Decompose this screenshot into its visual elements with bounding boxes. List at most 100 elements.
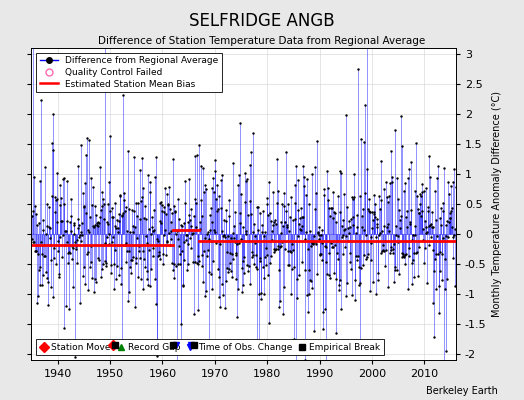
Point [198, 263, 206, 270]
Point [117, 264, 125, 271]
Point [255, 345, 264, 351]
Point [184, 212, 193, 218]
Point [259, 208, 267, 214]
Point [434, 163, 442, 170]
Point [390, 264, 399, 270]
Point [288, 240, 296, 247]
Point [160, 209, 168, 215]
Point [290, 200, 299, 206]
Point [384, 199, 392, 205]
Point [289, 336, 298, 342]
Point [336, 277, 344, 283]
Point [227, 268, 235, 274]
Point [250, 221, 258, 228]
Point [32, 222, 41, 228]
Point [160, 232, 169, 238]
Point [226, 259, 235, 266]
Point [129, 229, 137, 236]
Point [412, 248, 421, 255]
Point [448, 205, 456, 212]
Point [142, 216, 150, 222]
Point [277, 219, 286, 226]
Point [392, 222, 400, 229]
Point [103, 218, 112, 225]
Point [352, 230, 361, 236]
Point [366, 287, 374, 294]
Point [395, 206, 403, 213]
Point [246, 162, 255, 168]
Point [127, 256, 135, 263]
Point [447, 183, 455, 189]
Point [337, 223, 346, 230]
Point [297, 214, 305, 220]
Point [176, 260, 184, 267]
Point [429, 224, 437, 230]
Point [122, 239, 130, 246]
Point [275, 267, 283, 274]
Point [331, 242, 340, 248]
Point [69, 245, 77, 251]
Point [340, 227, 348, 233]
Point [199, 278, 207, 285]
Point [330, 270, 338, 276]
Point [312, 240, 321, 247]
Point [335, 209, 344, 215]
Point [50, 255, 59, 262]
Point [33, 300, 41, 306]
Point [274, 246, 282, 252]
Point [344, 225, 352, 231]
Point [254, 227, 262, 234]
Point [125, 289, 133, 295]
Point [61, 228, 70, 234]
Point [385, 228, 393, 234]
Point [354, 66, 362, 72]
Point [415, 210, 423, 216]
Point [176, 251, 184, 258]
Point [280, 284, 288, 290]
Point [430, 268, 438, 274]
Point [407, 158, 416, 165]
Point [42, 201, 51, 208]
Point [181, 200, 190, 206]
Point [220, 232, 228, 238]
Point [163, 201, 172, 208]
Point [50, 245, 58, 251]
Point [30, 174, 38, 180]
Point [213, 266, 222, 272]
Point [210, 227, 218, 233]
Point [374, 270, 383, 276]
Point [446, 210, 454, 217]
Point [303, 308, 312, 315]
Point [37, 239, 45, 245]
Point [329, 244, 337, 250]
Point [439, 199, 447, 206]
Point [301, 266, 309, 273]
Point [135, 243, 143, 249]
Point [63, 218, 71, 224]
Point [136, 167, 144, 174]
Point [57, 218, 66, 224]
Point [241, 170, 249, 176]
Point [224, 233, 232, 240]
Point [308, 240, 316, 246]
Point [46, 225, 54, 231]
Point [305, 201, 313, 208]
Point [334, 282, 343, 288]
Point [185, 176, 193, 182]
Point [94, 255, 102, 262]
Point [380, 186, 389, 192]
Point [280, 190, 289, 196]
Point [432, 217, 441, 224]
Point [412, 140, 420, 146]
Point [227, 251, 236, 257]
Point [38, 250, 46, 257]
Point [272, 156, 281, 162]
Point [443, 218, 451, 224]
Point [150, 174, 159, 180]
Point [358, 224, 366, 230]
Point [131, 224, 139, 230]
Point [445, 214, 454, 221]
Point [149, 228, 157, 235]
Point [242, 178, 250, 184]
Point [398, 250, 407, 256]
